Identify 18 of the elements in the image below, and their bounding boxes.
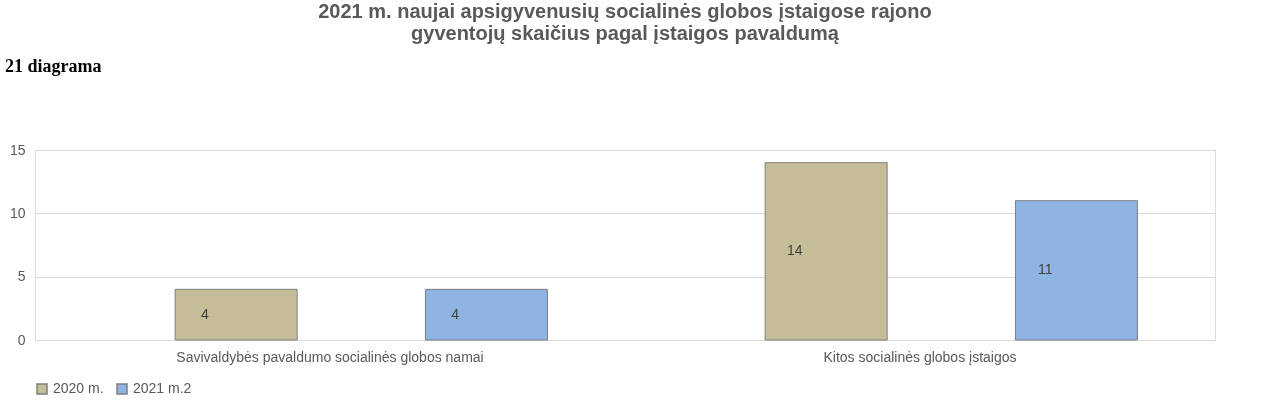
y-tick-label: 0 [17, 331, 26, 348]
data-label: 4 [200, 305, 209, 322]
legend-label: 2020 m. [53, 380, 104, 396]
data-label: 4 [451, 305, 460, 322]
y-tick-label: 5 [17, 268, 26, 285]
x-tick-label: Savivaldybės pavaldumo socialinės globos namai [176, 348, 484, 365]
bar [174, 288, 298, 341]
data-label: 11 [1037, 261, 1053, 278]
bar [764, 162, 888, 341]
x-tick-label: Kitos socialinės globos įstaigos [823, 348, 1017, 365]
text: 21 diagrama [5, 56, 102, 76]
bar [1014, 200, 1138, 341]
y-tick-label: 10 [9, 204, 26, 221]
y-tick-label: 15 [9, 141, 26, 158]
bar [424, 288, 548, 341]
data-label: 14 [787, 242, 803, 259]
legend-label: 2021 m.2 [133, 380, 192, 396]
chart-title: 2021 m. naujai apsigyvenusių socialinės globos įstaigose rajono gyventojų skaičius pagal įstaigos pavaldumą [318, 0, 932, 44]
